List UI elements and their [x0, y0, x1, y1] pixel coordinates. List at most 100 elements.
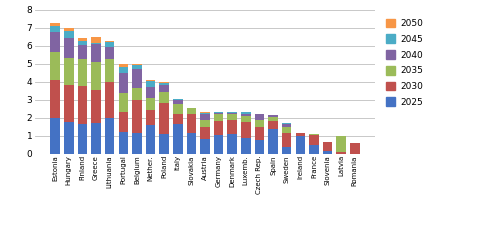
- Bar: [173, 114, 182, 124]
- Bar: [50, 26, 60, 32]
- Bar: [228, 113, 237, 114]
- Bar: [50, 23, 60, 26]
- Bar: [105, 82, 115, 118]
- Bar: [268, 115, 278, 117]
- Bar: [296, 133, 305, 136]
- Bar: [64, 38, 74, 58]
- Bar: [268, 122, 278, 129]
- Bar: [214, 113, 224, 114]
- Bar: [78, 45, 87, 59]
- Bar: [241, 112, 250, 114]
- Bar: [78, 41, 87, 45]
- Bar: [160, 92, 169, 103]
- Bar: [118, 112, 128, 132]
- Bar: [282, 127, 292, 133]
- Bar: [118, 66, 128, 73]
- Bar: [105, 42, 115, 47]
- Bar: [214, 135, 224, 154]
- Bar: [105, 41, 115, 42]
- Bar: [92, 37, 101, 43]
- Bar: [50, 80, 60, 118]
- Bar: [200, 114, 210, 120]
- Bar: [214, 112, 224, 113]
- Bar: [241, 116, 250, 122]
- Bar: [336, 136, 346, 152]
- Bar: [78, 38, 87, 41]
- Bar: [132, 65, 141, 69]
- Bar: [132, 88, 141, 100]
- Bar: [309, 135, 318, 145]
- Bar: [200, 127, 210, 139]
- Bar: [282, 147, 292, 154]
- Bar: [64, 58, 74, 86]
- Bar: [118, 93, 128, 112]
- Bar: [254, 127, 264, 140]
- Bar: [64, 86, 74, 122]
- Bar: [254, 121, 264, 127]
- Bar: [282, 123, 292, 124]
- Bar: [118, 132, 128, 154]
- Bar: [132, 100, 141, 133]
- Bar: [160, 103, 169, 134]
- Bar: [132, 64, 141, 65]
- Bar: [214, 114, 224, 122]
- Bar: [105, 59, 115, 82]
- Bar: [146, 81, 156, 87]
- Bar: [132, 133, 141, 154]
- Bar: [228, 121, 237, 134]
- Bar: [214, 122, 224, 135]
- Bar: [92, 123, 101, 154]
- Bar: [50, 32, 60, 52]
- Bar: [146, 87, 156, 98]
- Bar: [78, 59, 87, 86]
- Bar: [173, 104, 182, 114]
- Bar: [50, 118, 60, 154]
- Bar: [186, 133, 196, 154]
- Bar: [160, 83, 169, 86]
- Bar: [268, 129, 278, 154]
- Bar: [132, 69, 141, 88]
- Bar: [118, 73, 128, 93]
- Bar: [173, 124, 182, 154]
- Bar: [282, 133, 292, 147]
- Bar: [200, 120, 210, 127]
- Bar: [350, 143, 360, 154]
- Bar: [241, 114, 250, 116]
- Bar: [173, 100, 182, 104]
- Bar: [160, 134, 169, 154]
- Bar: [64, 28, 74, 31]
- Legend: 2050, 2045, 2040, 2035, 2030, 2025: 2050, 2045, 2040, 2035, 2030, 2025: [384, 17, 424, 109]
- Bar: [268, 117, 278, 122]
- Bar: [105, 47, 115, 59]
- Bar: [309, 134, 318, 135]
- Bar: [254, 140, 264, 154]
- Bar: [241, 122, 250, 138]
- Bar: [309, 145, 318, 154]
- Bar: [200, 139, 210, 154]
- Bar: [186, 108, 196, 114]
- Bar: [241, 138, 250, 154]
- Bar: [92, 43, 101, 44]
- Bar: [186, 114, 196, 133]
- Bar: [323, 142, 332, 151]
- Bar: [146, 98, 156, 110]
- Bar: [50, 52, 60, 80]
- Bar: [78, 86, 87, 124]
- Bar: [228, 134, 237, 154]
- Bar: [282, 124, 292, 127]
- Bar: [296, 136, 305, 154]
- Bar: [118, 64, 128, 66]
- Bar: [200, 113, 210, 114]
- Bar: [92, 44, 101, 62]
- Bar: [160, 86, 169, 92]
- Bar: [146, 80, 156, 81]
- Bar: [146, 125, 156, 154]
- Bar: [64, 122, 74, 154]
- Bar: [336, 152, 346, 154]
- Bar: [105, 118, 115, 154]
- Bar: [78, 124, 87, 154]
- Bar: [228, 114, 237, 121]
- Bar: [228, 112, 237, 113]
- Bar: [160, 82, 169, 83]
- Bar: [64, 31, 74, 38]
